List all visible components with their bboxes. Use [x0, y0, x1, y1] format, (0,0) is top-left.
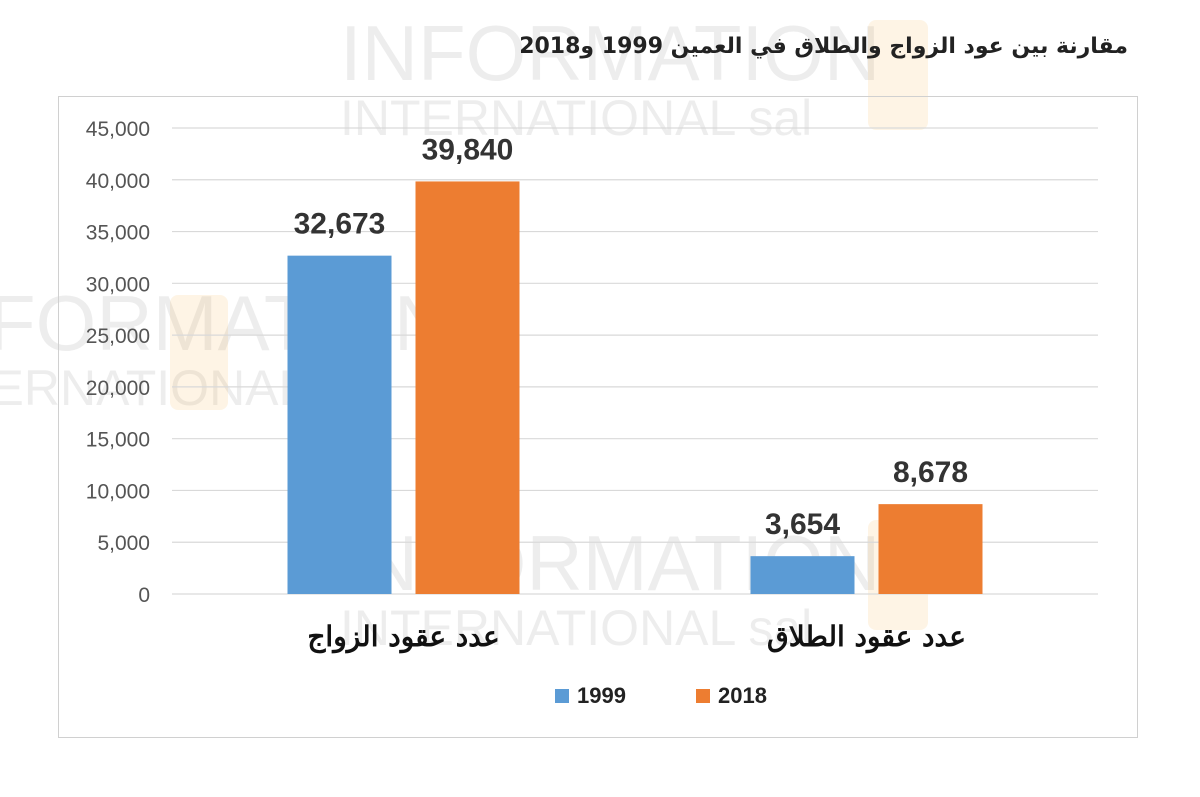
data-label-2018: 8,678: [893, 456, 968, 489]
legend-swatch-2018: [696, 689, 710, 703]
y-tick-label: 25,000: [86, 325, 150, 348]
y-tick-label: 0: [138, 584, 150, 607]
bar-1999: [287, 255, 392, 594]
data-label-1999: 32,673: [294, 208, 386, 241]
y-tick-label: 30,000: [86, 273, 150, 296]
y-tick-label: 35,000: [86, 222, 150, 245]
legend: 1999 2018: [0, 683, 1200, 709]
y-tick-label: 10,000: [86, 480, 150, 503]
data-label-2018: 39,840: [422, 133, 514, 166]
legend-swatch-1999: [555, 689, 569, 703]
legend-item-1999: 1999: [555, 683, 626, 709]
legend-label-1999: 1999: [577, 683, 626, 708]
y-tick-label: 5,000: [97, 532, 150, 555]
x-category-label: عدد عقود الطلاق: [767, 620, 966, 654]
legend-label-2018: 2018: [718, 683, 767, 708]
chart-title: مقارنة بين عود الزواج والطلاق في العمين …: [519, 34, 1128, 59]
y-tick-label: 40,000: [86, 170, 150, 193]
bar-2018: [415, 181, 520, 594]
legend-item-2018: 2018: [696, 683, 767, 709]
x-category-label: عدد عقود الزواج: [307, 620, 499, 654]
y-tick-label: 20,000: [86, 377, 150, 400]
bar-1999: [750, 556, 855, 594]
data-label-1999: 3,654: [765, 508, 840, 541]
chart-frame: [58, 96, 1138, 738]
y-tick-label: 45,000: [86, 118, 150, 141]
bar-2018: [878, 504, 983, 594]
y-tick-label: 15,000: [86, 429, 150, 452]
